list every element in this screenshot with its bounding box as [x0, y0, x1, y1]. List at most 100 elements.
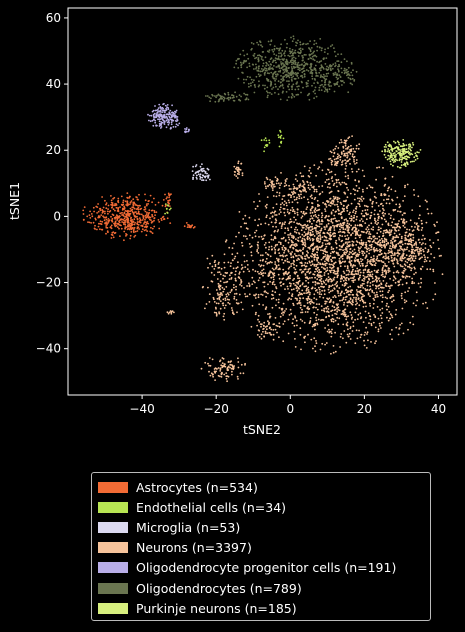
data-point — [281, 223, 284, 226]
data-point — [342, 260, 344, 263]
data-point — [292, 35, 295, 38]
data-point — [167, 118, 170, 121]
data-point — [349, 248, 352, 250]
data-point — [416, 227, 419, 229]
data-point — [144, 193, 146, 196]
data-point — [342, 310, 345, 312]
data-point — [292, 304, 295, 306]
data-point — [290, 78, 293, 81]
data-point — [352, 265, 354, 267]
data-point — [205, 95, 207, 97]
data-point — [306, 262, 309, 265]
data-point — [365, 228, 368, 231]
data-point — [302, 247, 305, 249]
data-point — [378, 235, 381, 238]
data-point — [349, 301, 352, 304]
data-point — [391, 243, 394, 245]
data-point — [83, 206, 86, 209]
data-point — [314, 211, 316, 214]
data-point — [429, 244, 432, 247]
data-point — [364, 209, 367, 212]
data-point — [167, 192, 170, 195]
data-point — [391, 300, 393, 303]
data-point — [327, 258, 330, 261]
data-point — [326, 330, 329, 333]
data-point — [165, 208, 168, 210]
data-point — [351, 232, 354, 235]
data-point — [200, 169, 203, 172]
data-point — [372, 297, 375, 300]
data-point — [377, 284, 380, 287]
data-point — [308, 301, 311, 304]
data-point — [291, 86, 293, 88]
data-point — [296, 196, 298, 199]
data-point — [289, 50, 292, 53]
data-point — [297, 39, 299, 42]
data-point — [300, 80, 303, 83]
data-point — [433, 223, 436, 226]
data-point — [286, 80, 288, 82]
data-point — [323, 274, 326, 276]
data-point — [104, 222, 107, 225]
data-point — [322, 73, 325, 76]
data-point — [377, 249, 379, 252]
data-point — [393, 257, 396, 260]
data-point — [136, 226, 139, 229]
data-point — [250, 254, 253, 257]
data-point — [415, 291, 418, 294]
data-point — [260, 58, 263, 60]
data-point — [295, 249, 297, 251]
data-point — [398, 233, 401, 236]
data-point — [424, 237, 426, 240]
data-point — [424, 243, 427, 245]
data-point — [250, 84, 252, 87]
data-point — [406, 183, 409, 186]
data-point — [246, 285, 249, 287]
data-point — [316, 199, 319, 202]
data-point — [331, 67, 334, 70]
data-point — [166, 106, 168, 109]
data-point — [396, 262, 399, 264]
data-point — [346, 147, 349, 149]
data-point — [286, 285, 289, 288]
data-point — [389, 297, 392, 299]
data-point — [306, 220, 309, 223]
data-point — [154, 214, 157, 217]
data-point — [151, 215, 154, 218]
data-point — [394, 281, 397, 284]
data-point — [371, 277, 374, 280]
data-point — [336, 160, 339, 163]
data-point — [338, 197, 341, 200]
data-point — [239, 53, 242, 56]
data-point — [323, 248, 326, 251]
data-point — [252, 43, 255, 45]
data-point — [94, 224, 96, 227]
data-point — [258, 218, 260, 221]
data-point — [347, 335, 350, 338]
data-point — [234, 270, 237, 273]
data-point — [390, 256, 393, 259]
data-point — [164, 212, 167, 215]
data-point — [360, 260, 363, 263]
data-point — [320, 227, 323, 230]
data-point — [337, 303, 339, 305]
data-point — [318, 185, 320, 188]
data-point — [135, 211, 137, 213]
data-point — [219, 292, 222, 294]
data-point — [344, 159, 346, 162]
data-point — [329, 300, 332, 303]
data-point — [323, 226, 326, 228]
data-point — [343, 219, 346, 221]
data-point — [300, 311, 302, 314]
data-point — [207, 175, 210, 178]
data-point — [388, 229, 391, 232]
data-point — [319, 291, 321, 293]
data-point — [291, 61, 294, 64]
data-point — [364, 276, 366, 278]
data-point — [153, 225, 156, 228]
data-point — [301, 224, 303, 227]
data-point — [242, 218, 245, 220]
data-point — [121, 218, 124, 221]
data-point — [327, 183, 330, 186]
data-point — [353, 248, 356, 251]
